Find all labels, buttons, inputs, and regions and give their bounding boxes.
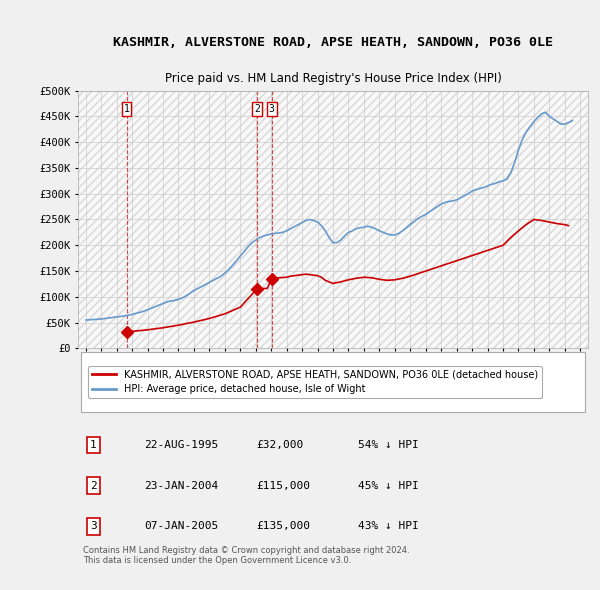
Legend: KASHMIR, ALVERSTONE ROAD, APSE HEATH, SANDOWN, PO36 0LE (detached house), HPI: A: KASHMIR, ALVERSTONE ROAD, APSE HEATH, SA… [88, 366, 542, 398]
Text: Contains HM Land Registry data © Crown copyright and database right 2024.
This d: Contains HM Land Registry data © Crown c… [83, 546, 410, 565]
Text: 07-JAN-2005: 07-JAN-2005 [145, 521, 218, 531]
Text: 2: 2 [90, 480, 97, 490]
Text: 22-AUG-1995: 22-AUG-1995 [145, 440, 218, 450]
FancyBboxPatch shape [80, 352, 586, 412]
Text: £32,000: £32,000 [257, 440, 304, 450]
Text: 23-JAN-2004: 23-JAN-2004 [145, 480, 218, 490]
Text: £115,000: £115,000 [257, 480, 311, 490]
Text: £135,000: £135,000 [257, 521, 311, 531]
Text: 45% ↓ HPI: 45% ↓ HPI [359, 480, 419, 490]
Text: 1: 1 [124, 104, 130, 114]
Text: 3: 3 [90, 521, 97, 531]
Text: 1: 1 [90, 440, 97, 450]
Text: 3: 3 [269, 104, 275, 114]
Text: KASHMIR, ALVERSTONE ROAD, APSE HEATH, SANDOWN, PO36 0LE: KASHMIR, ALVERSTONE ROAD, APSE HEATH, SA… [113, 36, 553, 49]
Text: 54% ↓ HPI: 54% ↓ HPI [359, 440, 419, 450]
Text: Price paid vs. HM Land Registry's House Price Index (HPI): Price paid vs. HM Land Registry's House … [164, 73, 502, 86]
Text: 2: 2 [254, 104, 260, 114]
Text: 43% ↓ HPI: 43% ↓ HPI [359, 521, 419, 531]
